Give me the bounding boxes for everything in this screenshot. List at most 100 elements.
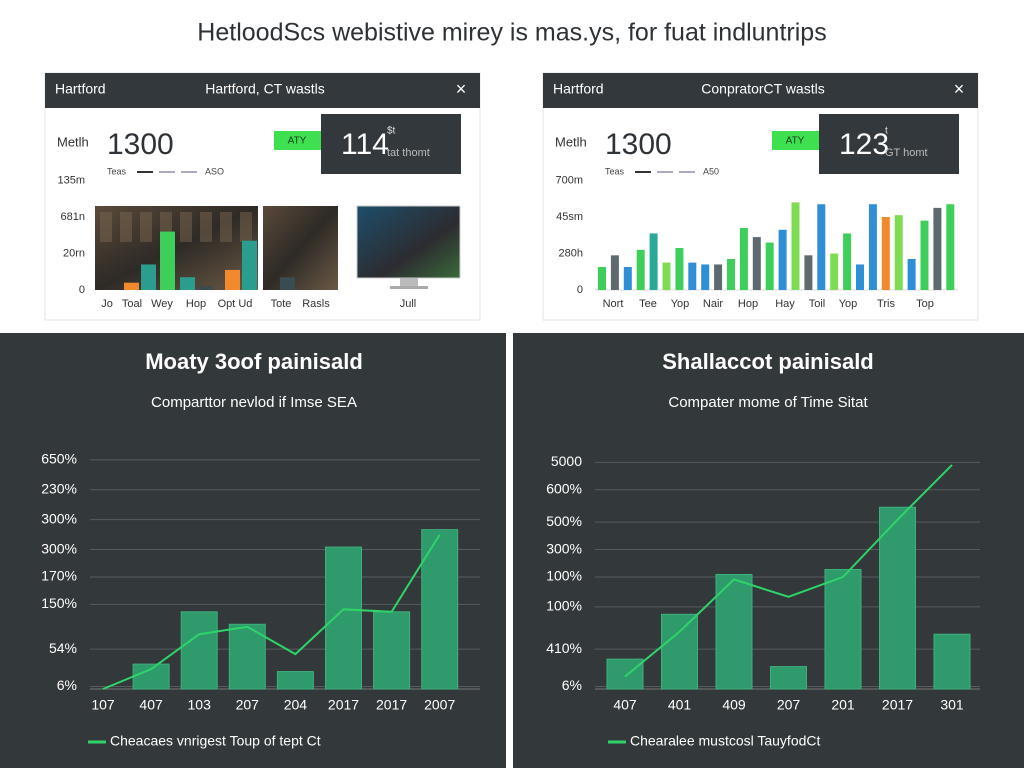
bar xyxy=(817,204,826,290)
photo-detail xyxy=(100,212,112,242)
bar xyxy=(907,258,916,290)
close-button[interactable]: × xyxy=(456,79,467,99)
bar xyxy=(868,204,877,290)
chart-panel xyxy=(513,333,1024,768)
bar xyxy=(675,248,684,290)
y-tick-label: 6% xyxy=(562,677,582,693)
photo-detail xyxy=(140,212,152,242)
kpi-caption: tat thomt xyxy=(387,147,430,159)
bar xyxy=(225,269,240,290)
x-tick-label: Opt Ud xyxy=(218,298,253,310)
bar xyxy=(752,237,761,290)
monitor-base xyxy=(390,286,428,289)
y-tick-label: 100% xyxy=(546,598,582,614)
bar xyxy=(856,264,864,290)
bar xyxy=(610,255,619,290)
bar xyxy=(276,671,314,690)
bar xyxy=(727,258,735,290)
x-tick-label: Yop xyxy=(671,298,690,310)
x-tick-label: Top xyxy=(916,298,934,310)
y-tick-label: 280h xyxy=(559,247,583,259)
photo-detail xyxy=(120,212,132,242)
x-tick-label: Nair xyxy=(703,298,724,310)
chart-title: Moaty 3oof painisald xyxy=(145,349,363,374)
bar xyxy=(132,663,170,690)
legend-label: Teas xyxy=(605,166,625,176)
bar xyxy=(933,207,942,290)
bar xyxy=(421,529,459,690)
y-tick-label: 681n xyxy=(61,211,85,223)
x-tick-label: 407 xyxy=(139,697,163,713)
x-tick-label: 407 xyxy=(613,697,637,713)
bar xyxy=(141,264,156,290)
x-tick-label: 107 xyxy=(91,697,115,713)
x-tick-label: 204 xyxy=(284,697,308,713)
bar xyxy=(242,240,257,290)
bar xyxy=(770,666,807,690)
x-tick-label: Tee xyxy=(639,298,657,310)
panel-header xyxy=(543,73,978,108)
x-tick-label: 207 xyxy=(236,697,260,713)
y-tick-label: 170% xyxy=(41,568,77,584)
y-tick-label: 150% xyxy=(41,595,77,611)
bar xyxy=(180,277,195,290)
badge-label: ATY xyxy=(288,136,307,147)
bar xyxy=(843,233,852,290)
bar xyxy=(280,277,295,290)
x-tick-label: 409 xyxy=(722,697,746,713)
y-tick-label: 135m xyxy=(57,174,85,186)
y-tick-label: 230% xyxy=(41,481,77,497)
metric-label: Metlh xyxy=(555,134,587,149)
bar xyxy=(946,204,955,290)
x-tick-label: Hop xyxy=(738,298,758,310)
badge-label: ATY xyxy=(786,136,805,147)
bar xyxy=(778,229,787,290)
x-tick-label: Nort xyxy=(603,298,624,310)
monitor-stand xyxy=(400,278,418,286)
kpi-box xyxy=(819,114,959,174)
x-tick-label: Jo xyxy=(101,298,113,310)
chart-title: Shallaccot painisald xyxy=(662,349,874,374)
photo-detail xyxy=(220,212,232,242)
x-tick-label: 2017 xyxy=(328,697,359,713)
photo xyxy=(263,206,338,290)
x-tick-label: Rasls xyxy=(302,298,330,310)
header-title: Hartford, CT wastls xyxy=(205,81,325,97)
monitor xyxy=(356,205,461,279)
y-tick-label: 20rn xyxy=(63,247,85,259)
bar xyxy=(373,611,411,690)
legend-label: A50 xyxy=(703,166,719,176)
close-button[interactable]: × xyxy=(954,79,965,99)
bar xyxy=(636,249,645,290)
x-tick-label: Wey xyxy=(151,298,173,310)
bar xyxy=(661,613,698,690)
badge xyxy=(274,131,321,150)
header-label: Hartford xyxy=(55,81,106,97)
y-tick-label: 300% xyxy=(546,540,582,556)
x-tick-label: Toil xyxy=(809,298,826,310)
x-tick-label: 2017 xyxy=(882,697,913,713)
photo-detail xyxy=(200,212,212,242)
bar xyxy=(160,231,175,290)
chart-subtitle: Compater mome of Time Sitat xyxy=(668,394,868,411)
x-tick-label: 103 xyxy=(188,697,212,713)
bar xyxy=(649,233,658,290)
metric-value: 1300 xyxy=(107,128,174,161)
badge xyxy=(772,131,819,150)
bar xyxy=(879,506,916,690)
bar xyxy=(701,264,710,290)
bar xyxy=(933,633,971,690)
x-tick-label: 207 xyxy=(777,697,801,713)
bar xyxy=(325,546,362,690)
x-tick-label: Hay xyxy=(775,298,795,310)
x-tick-label: Tote xyxy=(271,298,292,310)
x-tick-label: Tris xyxy=(877,298,895,310)
bar xyxy=(606,658,644,690)
y-tick-label: 45sm xyxy=(556,211,583,223)
x-tick-label: Jull xyxy=(400,298,417,310)
y-tick-label: 600% xyxy=(546,481,582,497)
bar xyxy=(198,286,213,290)
y-tick-label: 0 xyxy=(577,284,583,296)
bar xyxy=(714,264,723,290)
